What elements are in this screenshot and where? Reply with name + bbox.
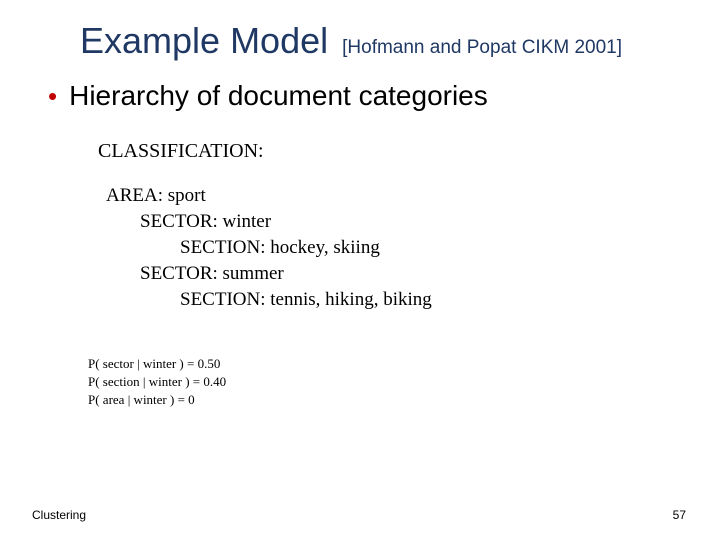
prob-line-2: P( section | winter ) = 0.40 — [88, 373, 720, 391]
title-row: Example Model [Hofmann and Popat CIKM 20… — [0, 20, 720, 62]
slide: Example Model [Hofmann and Popat CIKM 20… — [0, 0, 720, 540]
prob-line-3: P( area | winter ) = 0 — [88, 391, 720, 409]
bullet-icon: • — [48, 83, 57, 109]
hierarchy-root: CLASSIFICATION: — [98, 140, 720, 163]
citation: [Hofmann and Popat CIKM 2001] — [342, 37, 622, 59]
hierarchy-section-1: SECTION: hockey, skiing — [180, 237, 720, 259]
bullet-row: • Hierarchy of document categories — [0, 80, 720, 112]
hierarchy-area: AREA: sport — [106, 185, 720, 207]
hierarchy-block: CLASSIFICATION: AREA: sport SECTOR: wint… — [0, 140, 720, 311]
slide-title: Example Model — [80, 20, 328, 62]
probability-block: P( sector | winter ) = 0.50 P( section |… — [0, 355, 720, 410]
hierarchy-sector-2: SECTOR: summer — [140, 263, 720, 285]
hierarchy-section-2: SECTION: tennis, hiking, biking — [180, 289, 720, 311]
footer-left: Clustering — [32, 508, 86, 522]
bullet-text: Hierarchy of document categories — [69, 80, 488, 112]
page-number: 57 — [673, 508, 686, 522]
prob-line-1: P( sector | winter ) = 0.50 — [88, 355, 720, 373]
hierarchy-sector-1: SECTOR: winter — [140, 211, 720, 233]
